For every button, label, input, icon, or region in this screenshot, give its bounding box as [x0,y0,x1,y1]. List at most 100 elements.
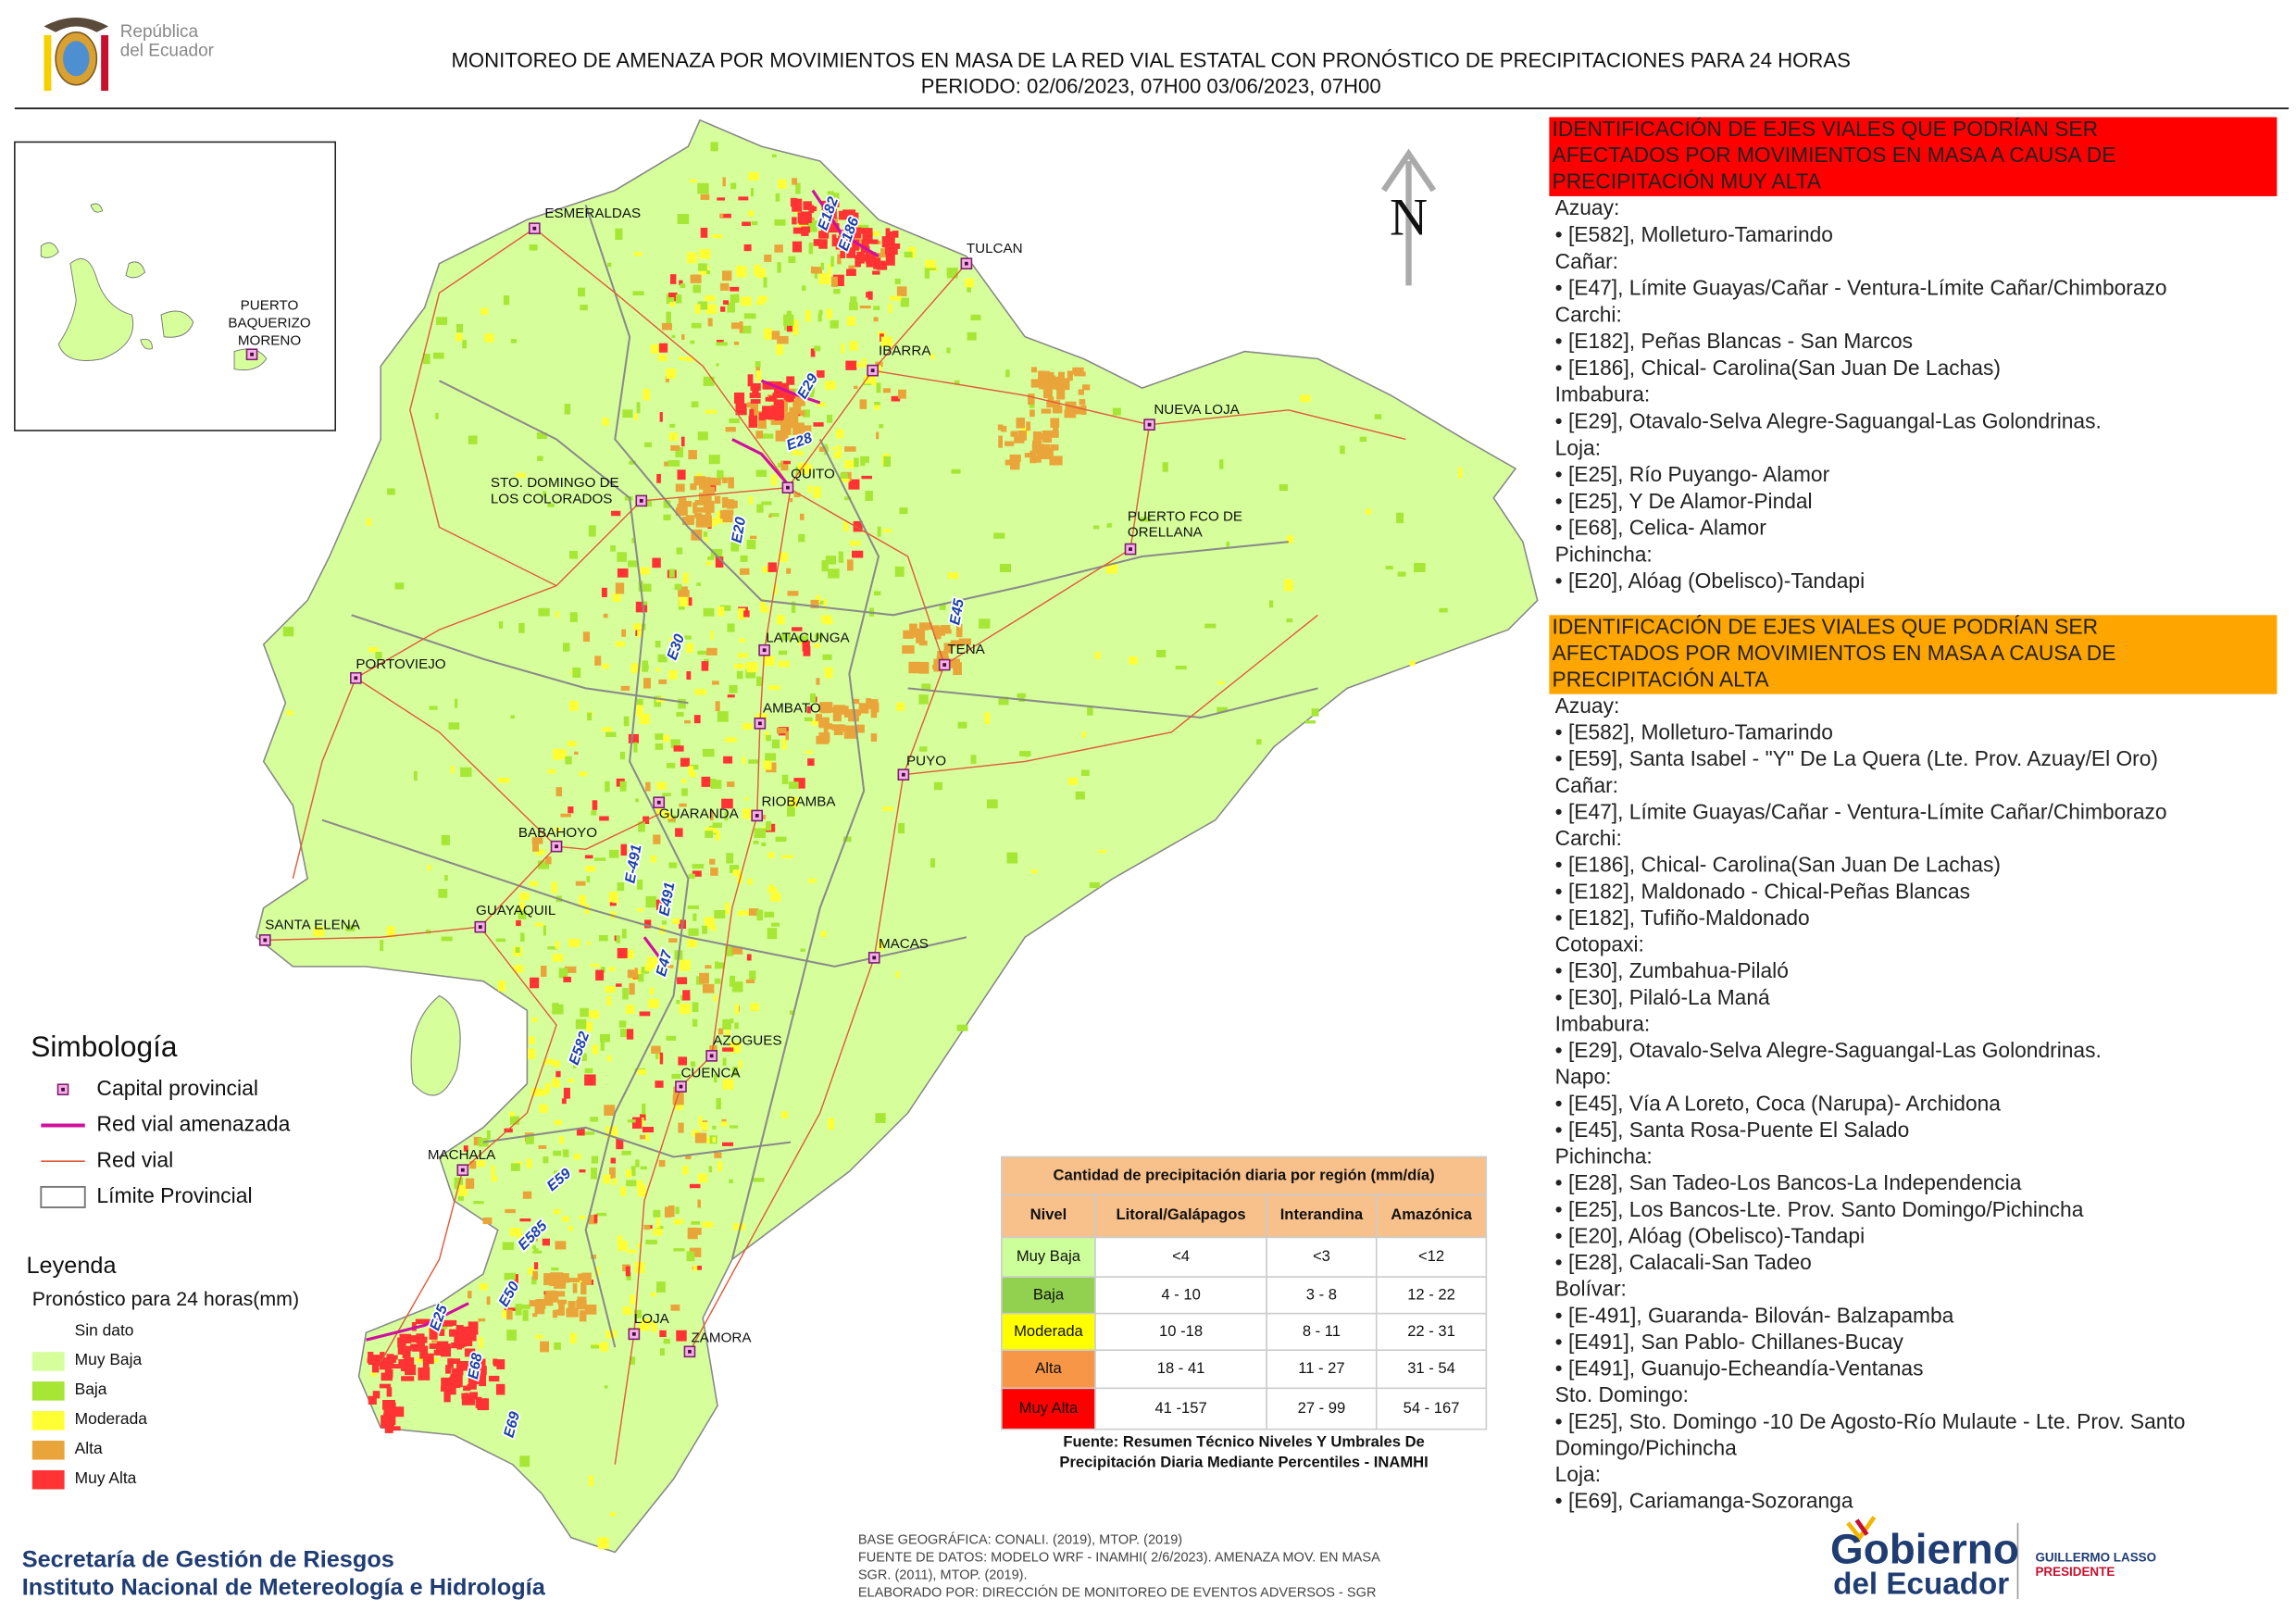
patch [569,700,579,711]
patch [677,214,690,225]
patch [534,1334,544,1339]
patch [436,317,448,325]
patch [555,827,561,833]
patch [381,1415,389,1429]
road [292,500,643,880]
patch [689,771,697,778]
patch [468,435,478,444]
patch [1055,400,1061,410]
patch [532,1313,538,1318]
patch [516,919,521,927]
patch [372,1391,381,1399]
capital-marker-dot [679,1084,683,1089]
panel-title: IDENTIFICACIÓN DE EJES VIALES QUE PODRÍA… [1553,117,2099,141]
patch [742,722,754,730]
patch [605,985,616,993]
patch [790,497,793,503]
patch [874,405,880,410]
patch [465,1178,475,1189]
patch [705,294,716,302]
patch [831,234,837,247]
road-item: • [E45], Vía A Loreto, Coca (Narupa)- Ar… [1555,1091,2002,1115]
table-cell-text: Baja [1033,1285,1065,1303]
logo-text: República [120,22,199,42]
patch [418,1367,430,1380]
patch [532,1270,539,1280]
patch [786,806,795,817]
patch [712,1137,717,1143]
patch [800,211,812,223]
patch [658,343,668,353]
table-cell [1001,1387,1096,1430]
patch [808,464,813,472]
patch [804,717,813,721]
patch [370,1355,381,1361]
city-label: BABAHOYO [518,825,597,841]
patch [1050,443,1059,451]
patch [479,1283,489,1291]
patch [553,1150,562,1156]
patch [603,613,608,618]
patch [502,1310,507,1318]
patch [555,941,559,949]
patch [688,450,697,460]
patch [510,715,515,719]
patch [656,781,667,790]
patch [608,1167,616,1179]
patch [554,1342,561,1350]
patch [843,706,849,718]
road [380,926,557,1363]
patch [433,1349,446,1355]
patch [756,909,763,921]
patch [692,870,702,877]
patch [645,1239,657,1245]
patch [387,488,395,495]
patch [807,758,815,767]
patch [716,342,728,346]
patch [604,1105,616,1116]
logo-text: del Ecuador [120,41,214,60]
patch [694,499,703,506]
patch [830,276,838,287]
patch [562,1216,569,1222]
patch [722,1057,727,1067]
patch [551,1267,559,1271]
patch [743,610,750,618]
patch [757,416,767,429]
patch [762,433,774,439]
patch [643,388,651,401]
patch [826,414,833,423]
patch [547,946,558,950]
province: Cañar: [1555,249,1618,273]
patch [950,662,961,668]
threatened-roads [366,189,880,1342]
patch [479,1374,487,1387]
patch [715,961,719,967]
patch [457,1326,468,1338]
patch [656,1281,666,1293]
patch [1414,563,1426,573]
patch [697,1199,701,1208]
patch [703,531,707,537]
patch [781,738,787,750]
threatened-road [366,1302,469,1342]
patch [707,556,715,560]
patch [584,1074,596,1086]
patch [391,1412,396,1425]
table-header: Nivel [1030,1206,1067,1223]
patch [636,705,643,717]
patch [693,715,701,724]
table-cell [1375,1236,1488,1278]
patch [602,418,609,426]
table-cell [1094,1387,1267,1430]
patch [738,607,746,620]
patch [933,781,942,791]
province: Azuay: [1555,195,1620,219]
patch [552,1077,557,1086]
patch [464,1331,477,1342]
patch [412,1346,423,1352]
capital-marker-dot [250,352,254,356]
patch [792,178,798,185]
patch [463,1145,468,1152]
patch [1082,731,1087,738]
